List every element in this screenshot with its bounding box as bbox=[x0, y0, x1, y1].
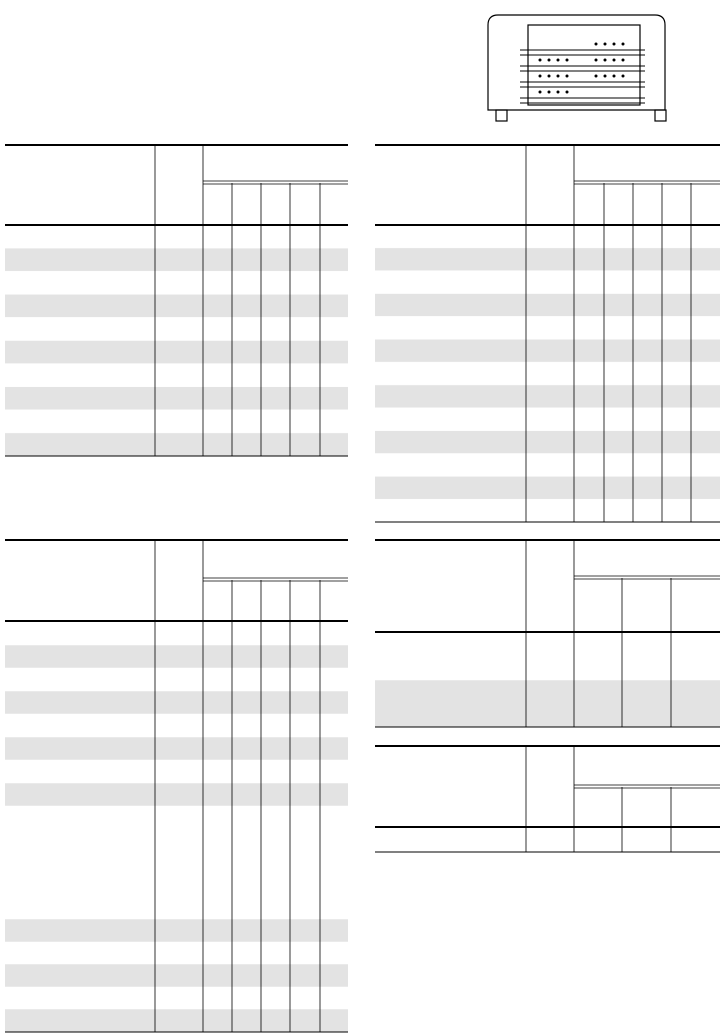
contact-dot bbox=[538, 90, 542, 94]
contact-dot bbox=[547, 90, 551, 94]
table bbox=[5, 539, 348, 1033]
contact-dot bbox=[594, 42, 598, 46]
row-shade bbox=[375, 680, 720, 727]
contact-dot bbox=[565, 74, 569, 78]
row-shade bbox=[375, 247, 720, 271]
contact-dot bbox=[603, 42, 607, 46]
contact-dot bbox=[547, 58, 551, 62]
contact-dot bbox=[612, 74, 616, 78]
contact-dot bbox=[621, 58, 625, 62]
contact-dot bbox=[565, 58, 569, 62]
row-shade bbox=[5, 783, 348, 806]
contact-dot bbox=[603, 58, 607, 62]
row-shade bbox=[5, 248, 348, 272]
contact-dot bbox=[556, 74, 560, 78]
contact-dot bbox=[621, 42, 625, 46]
row-shade bbox=[5, 964, 348, 987]
row-shade bbox=[5, 919, 348, 942]
table bbox=[375, 745, 720, 853]
row-shade bbox=[375, 476, 720, 500]
foot bbox=[495, 109, 508, 122]
row-shade bbox=[375, 293, 720, 317]
contact-dot bbox=[538, 74, 542, 78]
table bbox=[375, 144, 720, 523]
contact-dot bbox=[612, 58, 616, 62]
contact-dot bbox=[556, 90, 560, 94]
row-shade bbox=[5, 645, 348, 668]
contact-dot bbox=[547, 74, 551, 78]
contact-dot bbox=[603, 74, 607, 78]
row-shade bbox=[5, 340, 348, 364]
row-shade bbox=[375, 339, 720, 363]
contact-dot bbox=[612, 42, 616, 46]
contact-dot bbox=[621, 74, 625, 78]
contact-dot bbox=[594, 58, 598, 62]
table bbox=[375, 539, 720, 728]
foot bbox=[654, 109, 667, 122]
table bbox=[5, 144, 348, 457]
contact-dots bbox=[538, 42, 625, 94]
row-shade bbox=[5, 691, 348, 714]
row-shade bbox=[375, 384, 720, 408]
cavity bbox=[527, 24, 641, 106]
row-shade bbox=[5, 294, 348, 318]
connector-drawing bbox=[487, 14, 667, 122]
contact-dot bbox=[538, 58, 542, 62]
row-shade bbox=[375, 430, 720, 454]
row-shade bbox=[5, 386, 348, 410]
row-shade bbox=[5, 1009, 348, 1032]
row-shade bbox=[5, 737, 348, 760]
tables bbox=[5, 144, 720, 1033]
contact-line bbox=[520, 49, 645, 104]
housing bbox=[487, 14, 666, 111]
contacts bbox=[520, 49, 645, 104]
contact-dot bbox=[594, 74, 598, 78]
row-shade bbox=[5, 432, 348, 456]
contact-dot bbox=[565, 90, 569, 94]
contact-dot bbox=[556, 58, 560, 62]
